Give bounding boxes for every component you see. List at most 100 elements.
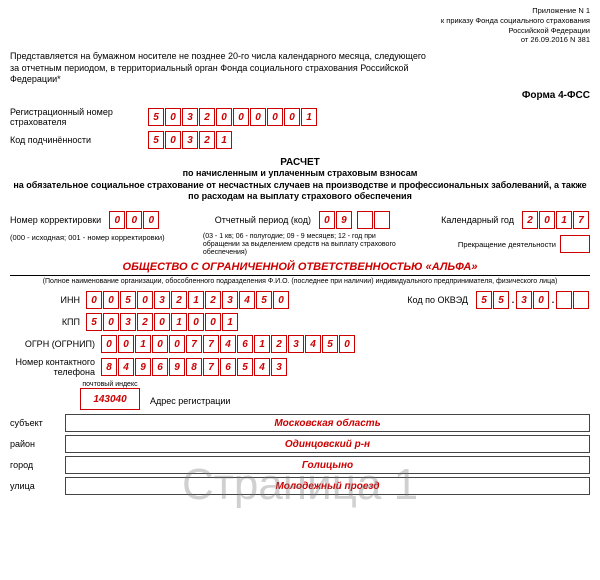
digit-cell[interactable]: 1 bbox=[301, 108, 317, 126]
digit-cell[interactable] bbox=[556, 291, 572, 309]
digit-cell[interactable]: 4 bbox=[220, 335, 236, 353]
digit-cell[interactable]: 8 bbox=[101, 358, 117, 376]
digit-cell[interactable]: 2 bbox=[271, 335, 287, 353]
digit-cell[interactable]: 0 bbox=[339, 335, 355, 353]
digit-cell[interactable]: 0 bbox=[109, 211, 125, 229]
header-line: Приложение N 1 bbox=[10, 6, 590, 16]
digit-cell[interactable]: 9 bbox=[169, 358, 185, 376]
okved-g2: 30 bbox=[516, 291, 550, 309]
digit-cell[interactable]: 6 bbox=[220, 358, 236, 376]
digit-cell[interactable]: 4 bbox=[239, 291, 255, 309]
digit-cell[interactable]: 2 bbox=[171, 291, 187, 309]
digit-cell[interactable]: 0 bbox=[250, 108, 266, 126]
kpp-cells: 503201001 bbox=[86, 313, 239, 331]
digit-cell[interactable]: 0 bbox=[103, 291, 119, 309]
digit-cell[interactable]: 7 bbox=[573, 211, 589, 229]
digit-cell[interactable]: 6 bbox=[237, 335, 253, 353]
header-line: Российской Федерации bbox=[10, 26, 590, 36]
digit-cell[interactable]: 5 bbox=[493, 291, 509, 309]
digit-cell[interactable]: 5 bbox=[148, 131, 164, 149]
postal-value[interactable]: 143040 bbox=[80, 388, 140, 410]
digit-cell[interactable]: 5 bbox=[120, 291, 136, 309]
digit-cell[interactable]: 1 bbox=[135, 335, 151, 353]
digit-cell[interactable]: 0 bbox=[539, 211, 555, 229]
digit-cell[interactable]: 3 bbox=[222, 291, 238, 309]
digit-cell[interactable]: 4 bbox=[254, 358, 270, 376]
digit-cell[interactable]: 4 bbox=[118, 358, 134, 376]
digit-cell[interactable]: 7 bbox=[186, 335, 202, 353]
digit-cell[interactable]: 8 bbox=[186, 358, 202, 376]
digit-cell[interactable]: 1 bbox=[556, 211, 572, 229]
digit-cell[interactable]: 0 bbox=[267, 108, 283, 126]
digit-cell[interactable]: 5 bbox=[476, 291, 492, 309]
district-value[interactable]: Одинцовский р-н bbox=[65, 435, 590, 453]
digit-cell[interactable]: 5 bbox=[237, 358, 253, 376]
digit-cell[interactable]: 3 bbox=[154, 291, 170, 309]
digit-cell[interactable]: 7 bbox=[203, 335, 219, 353]
inn-cells: 005032123450 bbox=[86, 291, 290, 309]
year-cells: 2017 bbox=[522, 211, 590, 229]
digit-cell[interactable]: 1 bbox=[171, 313, 187, 331]
digit-cell[interactable]: 4 bbox=[305, 335, 321, 353]
digit-cell[interactable]: 0 bbox=[205, 313, 221, 331]
digit-cell[interactable]: 0 bbox=[101, 335, 117, 353]
digit-cell[interactable]: 9 bbox=[336, 211, 352, 229]
digit-cell[interactable]: 0 bbox=[216, 108, 232, 126]
digit-cell[interactable]: 0 bbox=[165, 131, 181, 149]
digit-cell[interactable] bbox=[374, 211, 390, 229]
digit-cell[interactable]: 1 bbox=[222, 313, 238, 331]
digit-cell[interactable]: 3 bbox=[182, 131, 198, 149]
digit-cell[interactable]: 2 bbox=[199, 108, 215, 126]
city-value[interactable]: Голицыно bbox=[65, 456, 590, 474]
digit-cell[interactable]: 0 bbox=[86, 291, 102, 309]
digit-cell[interactable]: 0 bbox=[533, 291, 549, 309]
title-sub: по начисленным и уплаченным страховым вз… bbox=[10, 168, 590, 180]
digit-cell[interactable]: 5 bbox=[148, 108, 164, 126]
digit-cell[interactable]: 0 bbox=[137, 291, 153, 309]
ogrn-cells: 001007746123450 bbox=[101, 335, 356, 353]
digit-cell[interactable]: 3 bbox=[516, 291, 532, 309]
digit-cell[interactable] bbox=[357, 211, 373, 229]
digit-cell[interactable]: 3 bbox=[271, 358, 287, 376]
digit-cell[interactable]: 2 bbox=[137, 313, 153, 331]
digit-cell[interactable]: 1 bbox=[254, 335, 270, 353]
digit-cell[interactable]: 3 bbox=[288, 335, 304, 353]
digit-cell[interactable]: 6 bbox=[152, 358, 168, 376]
digit-cell[interactable]: 2 bbox=[205, 291, 221, 309]
period-label: Отчетный период (код) bbox=[215, 215, 311, 225]
term-box[interactable] bbox=[560, 235, 590, 253]
digit-cell[interactable]: 3 bbox=[120, 313, 136, 331]
digit-cell[interactable]: 1 bbox=[216, 131, 232, 149]
digit-cell[interactable]: 0 bbox=[143, 211, 159, 229]
digit-cell[interactable]: 5 bbox=[256, 291, 272, 309]
street-value[interactable]: Молодежный проезд bbox=[65, 477, 590, 495]
sub-label: Код подчинённости bbox=[10, 135, 140, 145]
digit-cell[interactable]: 5 bbox=[322, 335, 338, 353]
digit-cell[interactable]: 7 bbox=[203, 358, 219, 376]
digit-cell[interactable]: 5 bbox=[86, 313, 102, 331]
digit-cell[interactable]: 0 bbox=[118, 335, 134, 353]
digit-cell[interactable]: 0 bbox=[319, 211, 335, 229]
digit-cell[interactable]: 2 bbox=[199, 131, 215, 149]
digit-cell[interactable]: 0 bbox=[233, 108, 249, 126]
digit-cell[interactable]: 0 bbox=[154, 313, 170, 331]
digit-cell[interactable]: 0 bbox=[165, 108, 181, 126]
digit-cell[interactable]: 0 bbox=[284, 108, 300, 126]
digit-cell[interactable]: 0 bbox=[273, 291, 289, 309]
postal-caption: почтовый индекс bbox=[80, 381, 140, 388]
digit-cell[interactable]: 1 bbox=[188, 291, 204, 309]
corr-cells: 000 bbox=[109, 211, 160, 229]
digit-cell[interactable]: 0 bbox=[152, 335, 168, 353]
addr-label: Адрес регистрации bbox=[150, 396, 230, 406]
subject-value[interactable]: Московская область bbox=[65, 414, 590, 432]
digit-cell[interactable] bbox=[573, 291, 589, 309]
digit-cell[interactable]: 0 bbox=[188, 313, 204, 331]
digit-cell[interactable]: 0 bbox=[126, 211, 142, 229]
digit-cell[interactable]: 3 bbox=[182, 108, 198, 126]
period-note: (03 - 1 кв; 06 - полугодие; 09 - 9 месяц… bbox=[203, 233, 403, 256]
digit-cell[interactable]: 0 bbox=[103, 313, 119, 331]
digit-cell[interactable]: 2 bbox=[522, 211, 538, 229]
digit-cell[interactable]: 0 bbox=[169, 335, 185, 353]
digit-cell[interactable]: 9 bbox=[135, 358, 151, 376]
okved-g3 bbox=[556, 291, 590, 309]
